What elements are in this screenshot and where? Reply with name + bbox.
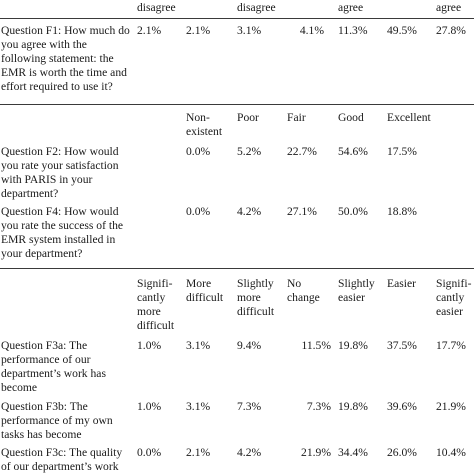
value-cell: 4.2% xyxy=(237,205,262,218)
value-cell: 7.3% xyxy=(306,400,331,413)
value-cell: 11.3% xyxy=(338,24,368,37)
value-cell: 3.1% xyxy=(186,400,211,413)
table-rule xyxy=(0,18,474,19)
header-cell: Fair xyxy=(287,111,306,124)
value-cell: 0.0% xyxy=(186,205,211,218)
value-cell: 21.9% xyxy=(301,446,331,459)
table-rule xyxy=(0,268,474,269)
header-cell: disagree xyxy=(137,1,176,14)
value-cell: 0.0% xyxy=(137,446,162,459)
question-f3a: Question F3a: The performance of our dep… xyxy=(1,339,106,394)
value-cell: 49.5% xyxy=(387,24,417,37)
value-cell: 17.5% xyxy=(387,145,417,158)
header-cell: Excellent xyxy=(387,111,431,124)
value-cell: 0.0% xyxy=(186,145,211,158)
value-cell: 9.4% xyxy=(237,339,262,352)
value-cell: 11.5% xyxy=(301,339,331,352)
question-f4: Question F4: How would you rate the succ… xyxy=(1,205,124,260)
value-cell: 3.1% xyxy=(186,339,211,352)
value-cell: 39.6% xyxy=(387,400,417,413)
header-cell: Good xyxy=(338,111,364,124)
value-cell: 10.4% xyxy=(436,446,466,459)
header-cell: Slightly more difficult xyxy=(237,277,275,318)
table-rule xyxy=(0,104,474,105)
value-cell: 1.0% xyxy=(137,339,162,352)
value-cell: 4.1% xyxy=(299,24,324,37)
value-cell: 18.8% xyxy=(387,205,417,218)
header-cell: Slightly easier xyxy=(338,277,375,304)
value-cell: 27.1% xyxy=(287,205,317,218)
value-cell: 19.8% xyxy=(338,339,368,352)
header-cell: Poor xyxy=(237,111,259,124)
value-cell: 1.0% xyxy=(137,400,162,413)
header-cell: Easier xyxy=(387,277,416,290)
question-f3b: Question F3b: The performance of my own … xyxy=(1,400,113,441)
value-cell: 37.5% xyxy=(387,339,417,352)
value-cell: 34.4% xyxy=(338,446,368,459)
value-cell: 22.7% xyxy=(287,145,317,158)
value-cell: 2.1% xyxy=(137,24,162,37)
value-cell: 5.2% xyxy=(237,145,262,158)
value-cell: 3.1% xyxy=(237,24,262,37)
header-cell: No change xyxy=(287,277,320,304)
header-cell: Signifi-cantly more difficult xyxy=(137,277,175,332)
header-cell: More difficult xyxy=(186,277,224,304)
question-f1: Question F1: How much do you agree with … xyxy=(1,24,130,93)
value-cell: 26.0% xyxy=(387,446,417,459)
header-cell: Non-existent xyxy=(186,111,223,138)
value-cell: 4.2% xyxy=(237,446,262,459)
value-cell: 7.3% xyxy=(237,400,262,413)
value-cell: 19.8% xyxy=(338,400,368,413)
value-cell: 2.1% xyxy=(186,24,211,37)
question-f2: Question F2: How would you rate your sat… xyxy=(1,145,119,200)
value-cell: 27.8% xyxy=(436,24,466,37)
value-cell: 21.9% xyxy=(436,400,466,413)
header-cell: agree xyxy=(436,1,462,14)
question-f3c: Question F3c: The quality of our departm… xyxy=(1,446,123,473)
value-cell: 17.7% xyxy=(436,339,466,352)
header-cell: Signifi-cantly easier xyxy=(436,277,472,318)
header-cell: disagree xyxy=(237,1,276,14)
header-cell: agree xyxy=(338,1,364,14)
value-cell: 54.6% xyxy=(338,145,368,158)
value-cell: 2.1% xyxy=(186,446,211,459)
value-cell: 50.0% xyxy=(338,205,368,218)
